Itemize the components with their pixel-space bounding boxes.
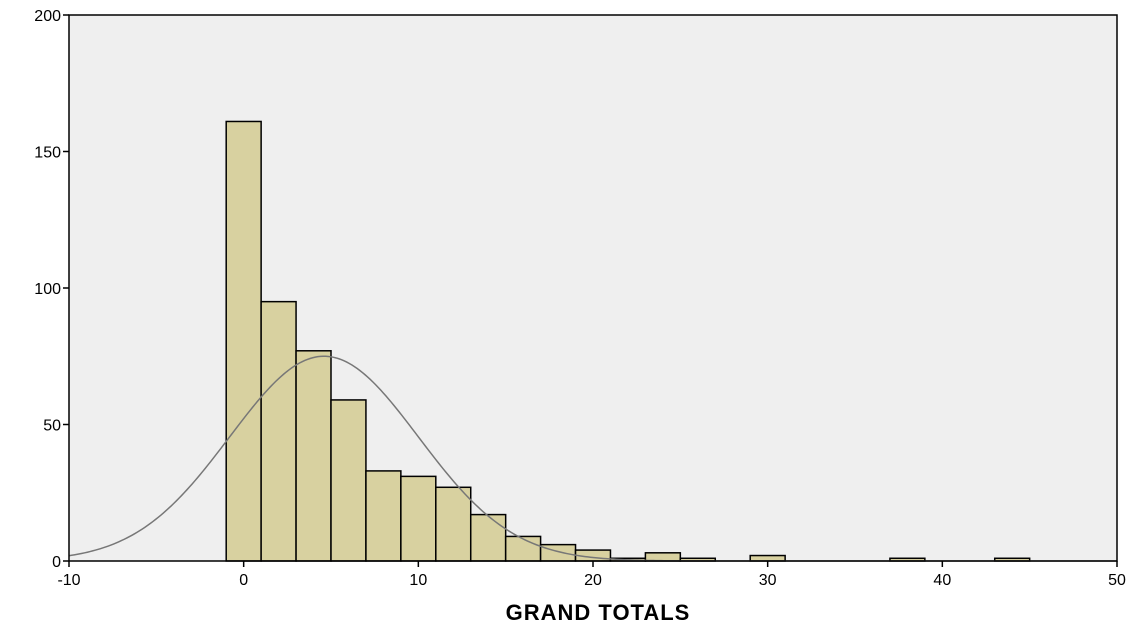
x-axis-title: GRAND TOTALS [506,600,691,625]
histogram-bar-5 [400,475,437,562]
histogram-bar-6 [435,486,472,562]
histogram-bar-3 [330,399,367,562]
histogram-bar-15 [749,554,786,562]
y-tick-label: 50 [43,418,61,435]
x-tick-label: 40 [933,572,951,589]
histogram-bar-4 [365,470,402,562]
x-tick-label: 0 [239,572,248,589]
x-tick-label: 20 [584,572,602,589]
y-tick-label: 0 [52,554,61,571]
x-tick-label: 10 [409,572,427,589]
x-tick-label: 50 [1108,572,1126,589]
x-tick-label: -10 [57,572,80,589]
histogram-bar-2 [295,350,332,562]
histogram-bar-8 [504,535,542,562]
y-tick-label: 150 [34,145,61,162]
histogram-bar-1 [260,300,297,562]
histogram-bar-7 [469,513,507,562]
histogram-bar-9 [539,543,577,562]
x-tick-label: 30 [759,572,777,589]
histogram-bar-0 [225,120,262,562]
y-tick-label: 100 [34,281,61,298]
y-tick-label: 200 [34,8,61,25]
